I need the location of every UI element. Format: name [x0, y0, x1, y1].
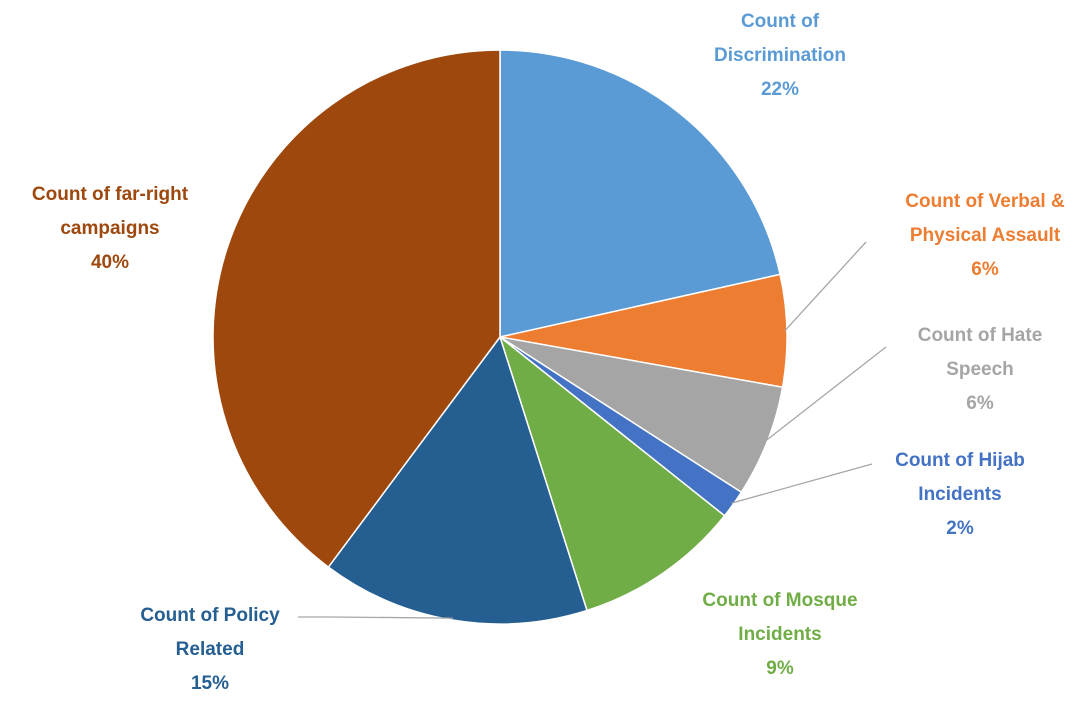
- pie-slice-mosque-incidents: [498, 334, 726, 612]
- leader-line-hijab-incidents: [731, 463, 873, 504]
- pie-slice-verbal-physical-assault: [499, 273, 788, 389]
- pie-slice-hate-speech: [499, 336, 784, 494]
- data-label-name-line-1: Count of Verbal &: [905, 191, 1065, 212]
- data-label-discrimination: Count of Discrimination 22%: [620, 5, 940, 107]
- leader-line-hate-speech: [764, 346, 887, 442]
- data-label-mosque-incidents: Count of Mosque Incidents 9%: [660, 584, 900, 686]
- data-label-name-line-1: Count of: [740, 11, 820, 32]
- data-label-percent: 6%: [966, 393, 994, 414]
- leader-line-verbal-physical-assault: [784, 241, 867, 332]
- data-label-hate-speech: Count of Hate Speech 6%: [880, 319, 1076, 421]
- data-label-name-line-1: Count of Hijab: [895, 450, 1025, 471]
- data-label-name-line-2: Physical Assault: [909, 225, 1061, 246]
- leader-line-policy-related: [298, 616, 453, 619]
- data-label-name-line-2: Speech: [946, 359, 1014, 380]
- data-label-name-line-2: Incidents: [738, 624, 822, 645]
- data-label-name-line-1: Count of far-right: [31, 184, 189, 205]
- data-label-name-line-1: Count of Policy: [140, 605, 280, 626]
- data-label-policy-related: Count of Policy Related 15%: [100, 599, 320, 701]
- data-label-name-line-2: Incidents: [918, 484, 1002, 505]
- pie-slice-discrimination: [499, 49, 781, 338]
- data-label-far-right-campaigns: Count of far-right campaigns 40%: [0, 178, 220, 280]
- data-label-percent: 40%: [90, 252, 130, 273]
- data-label-name-line-2: Discrimination: [714, 45, 846, 66]
- data-label-percent: 6%: [971, 259, 999, 280]
- data-label-percent: 22%: [760, 79, 800, 100]
- pie-slice-far-right-campaigns: [212, 49, 501, 569]
- data-label-percent: 2%: [946, 518, 974, 539]
- data-label-name-line-2: campaigns: [60, 218, 160, 239]
- data-label-name-line-1: Count of Hate: [917, 325, 1043, 346]
- data-label-name-line-2: Related: [175, 639, 245, 660]
- data-label-percent: 15%: [190, 673, 230, 694]
- data-label-name-line-1: Count of Mosque: [702, 590, 858, 611]
- data-label-percent: 9%: [766, 658, 794, 679]
- data-label-hijab-incidents: Count of Hijab Incidents 2%: [860, 444, 1060, 546]
- data-label-verbal-physical-assault: Count of Verbal & Physical Assault 6%: [860, 185, 1076, 287]
- pie-slice-policy-related: [327, 335, 588, 625]
